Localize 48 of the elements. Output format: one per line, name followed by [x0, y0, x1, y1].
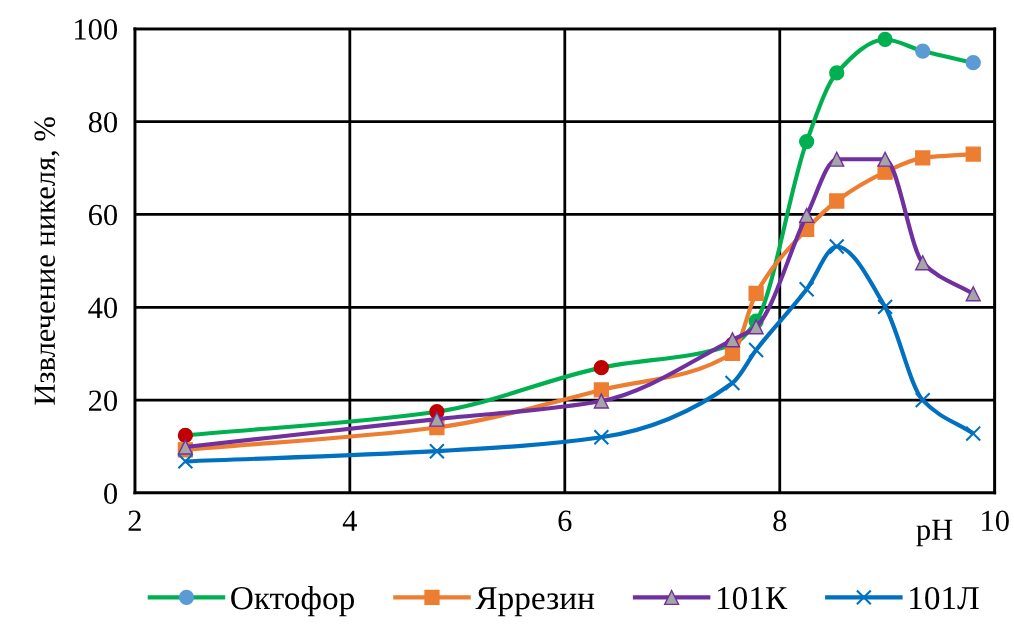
point	[798, 281, 815, 298]
x-tick-label: 10	[982, 510, 1009, 532]
x-tick-label: 6	[558, 510, 572, 532]
point	[877, 298, 894, 315]
legend-label: 101К	[717, 586, 788, 610]
point	[828, 238, 845, 255]
point	[429, 411, 445, 427]
point	[965, 425, 982, 442]
x-axis-title: pH	[916, 519, 953, 547]
point	[915, 255, 931, 271]
point	[965, 55, 981, 71]
y-axis-title: Извлечение никеля, %	[34, 117, 60, 405]
point	[428, 443, 445, 460]
point	[915, 43, 931, 59]
point	[593, 360, 609, 376]
point	[877, 151, 893, 167]
point	[798, 207, 815, 224]
point	[748, 342, 765, 358]
point	[748, 319, 764, 335]
point	[798, 133, 815, 150]
point	[965, 146, 981, 162]
y-tick-label: 0	[104, 483, 118, 504]
y-tick-label: 100	[75, 19, 118, 40]
point	[915, 150, 931, 166]
point	[593, 429, 610, 446]
point	[177, 453, 194, 470]
x-tick-label: 8	[773, 510, 787, 532]
point	[177, 427, 194, 444]
point	[724, 345, 741, 361]
legend-label: Октофор	[231, 585, 355, 617]
point	[593, 393, 609, 409]
point	[914, 392, 931, 409]
legend-label: Яррезин	[475, 587, 595, 617]
point	[877, 31, 893, 48]
x-tick-label: 4	[342, 510, 357, 531]
point	[724, 332, 741, 348]
legend-label: 101Л	[910, 586, 979, 610]
y-tick-label: 60	[88, 204, 118, 226]
y-tick-label: 20	[88, 390, 118, 412]
y-tick-label: 40	[88, 297, 118, 319]
point	[829, 65, 845, 81]
point	[829, 193, 845, 209]
point	[965, 286, 981, 302]
point	[748, 285, 764, 302]
point	[593, 382, 609, 398]
y-tick-label: 80	[88, 111, 118, 133]
point	[829, 151, 845, 167]
x-tick-label: 2	[128, 510, 141, 531]
